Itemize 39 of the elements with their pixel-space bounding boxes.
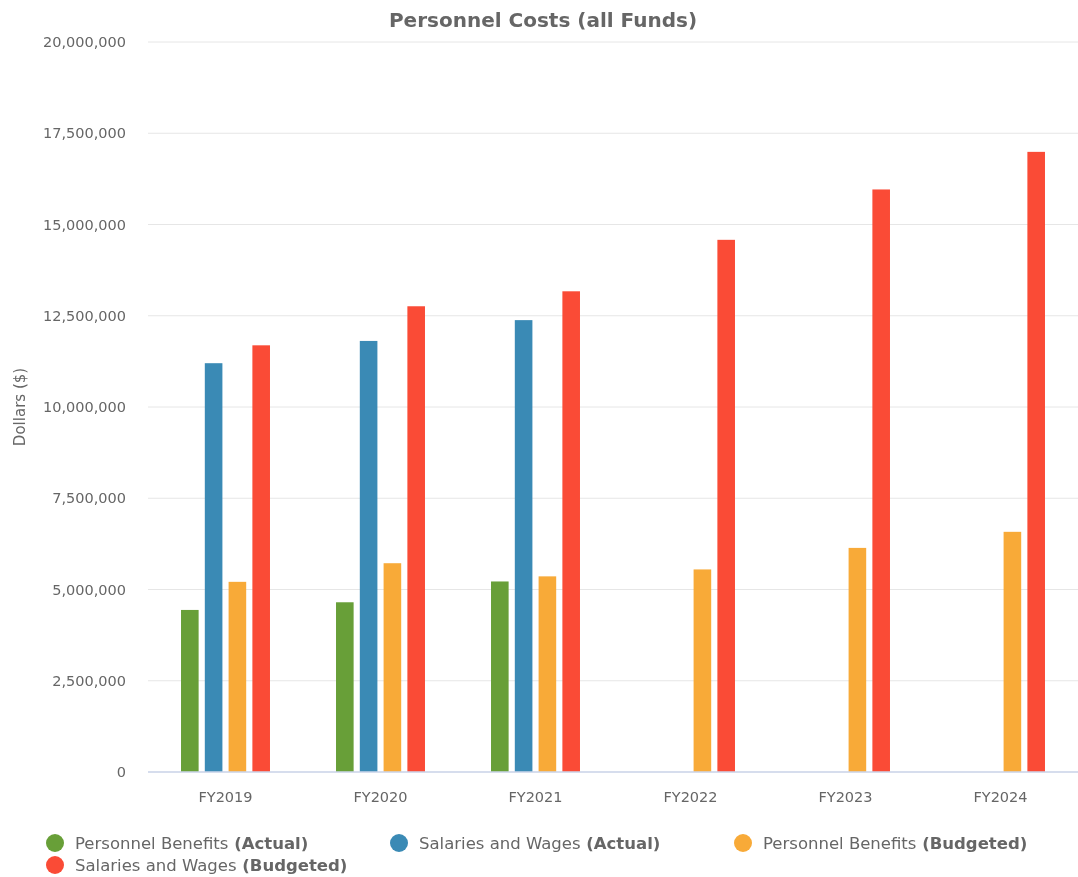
bar: [1027, 151, 1045, 772]
x-tick-label: FY2023: [818, 789, 873, 806]
legend-label: Salaries and Wages (Actual): [419, 833, 661, 853]
bar: [336, 602, 354, 772]
y-tick-label: 0: [116, 764, 126, 781]
y-tick-label: 2,500,000: [52, 672, 126, 689]
y-tick-label: 5,000,000: [52, 581, 126, 598]
bar: [407, 306, 425, 772]
bar: [1003, 531, 1022, 772]
y-tick-label: 15,000,000: [42, 216, 126, 233]
bar: [717, 239, 735, 772]
bar: [383, 563, 402, 772]
x-tick-label: FY2020: [353, 789, 408, 806]
bar: [359, 340, 378, 772]
bar: [204, 363, 223, 772]
bar: [693, 569, 712, 772]
y-tick-label: 10,000,000: [42, 399, 126, 416]
legend-label: Personnel Benefits (Budgeted): [763, 833, 1028, 853]
y-axis-title: Dollars ($): [11, 367, 30, 447]
bar: [872, 189, 890, 772]
bar: [538, 576, 557, 772]
bar: [228, 581, 247, 772]
y-tick-label: 7,500,000: [52, 490, 126, 507]
x-tick-label: FY2021: [508, 789, 563, 806]
x-tick-label: FY2022: [663, 789, 718, 806]
x-tick-label: FY2024: [973, 789, 1028, 806]
y-tick-label: 17,500,000: [42, 125, 126, 142]
y-tick-label: 20,000,000: [42, 34, 126, 51]
chart-title: Personnel Costs (all Funds): [388, 8, 698, 32]
bar: [562, 291, 580, 772]
bar: [181, 609, 199, 772]
bar: [491, 581, 509, 772]
legend-label: Salaries and Wages (Budgeted): [75, 855, 348, 875]
x-tick-label: FY2019: [198, 789, 253, 806]
y-tick-label: 12,500,000: [42, 307, 126, 324]
legend-label: Personnel Benefits (Actual): [75, 833, 309, 853]
bar: [514, 320, 533, 772]
bar: [848, 547, 867, 772]
bar: [252, 345, 270, 772]
